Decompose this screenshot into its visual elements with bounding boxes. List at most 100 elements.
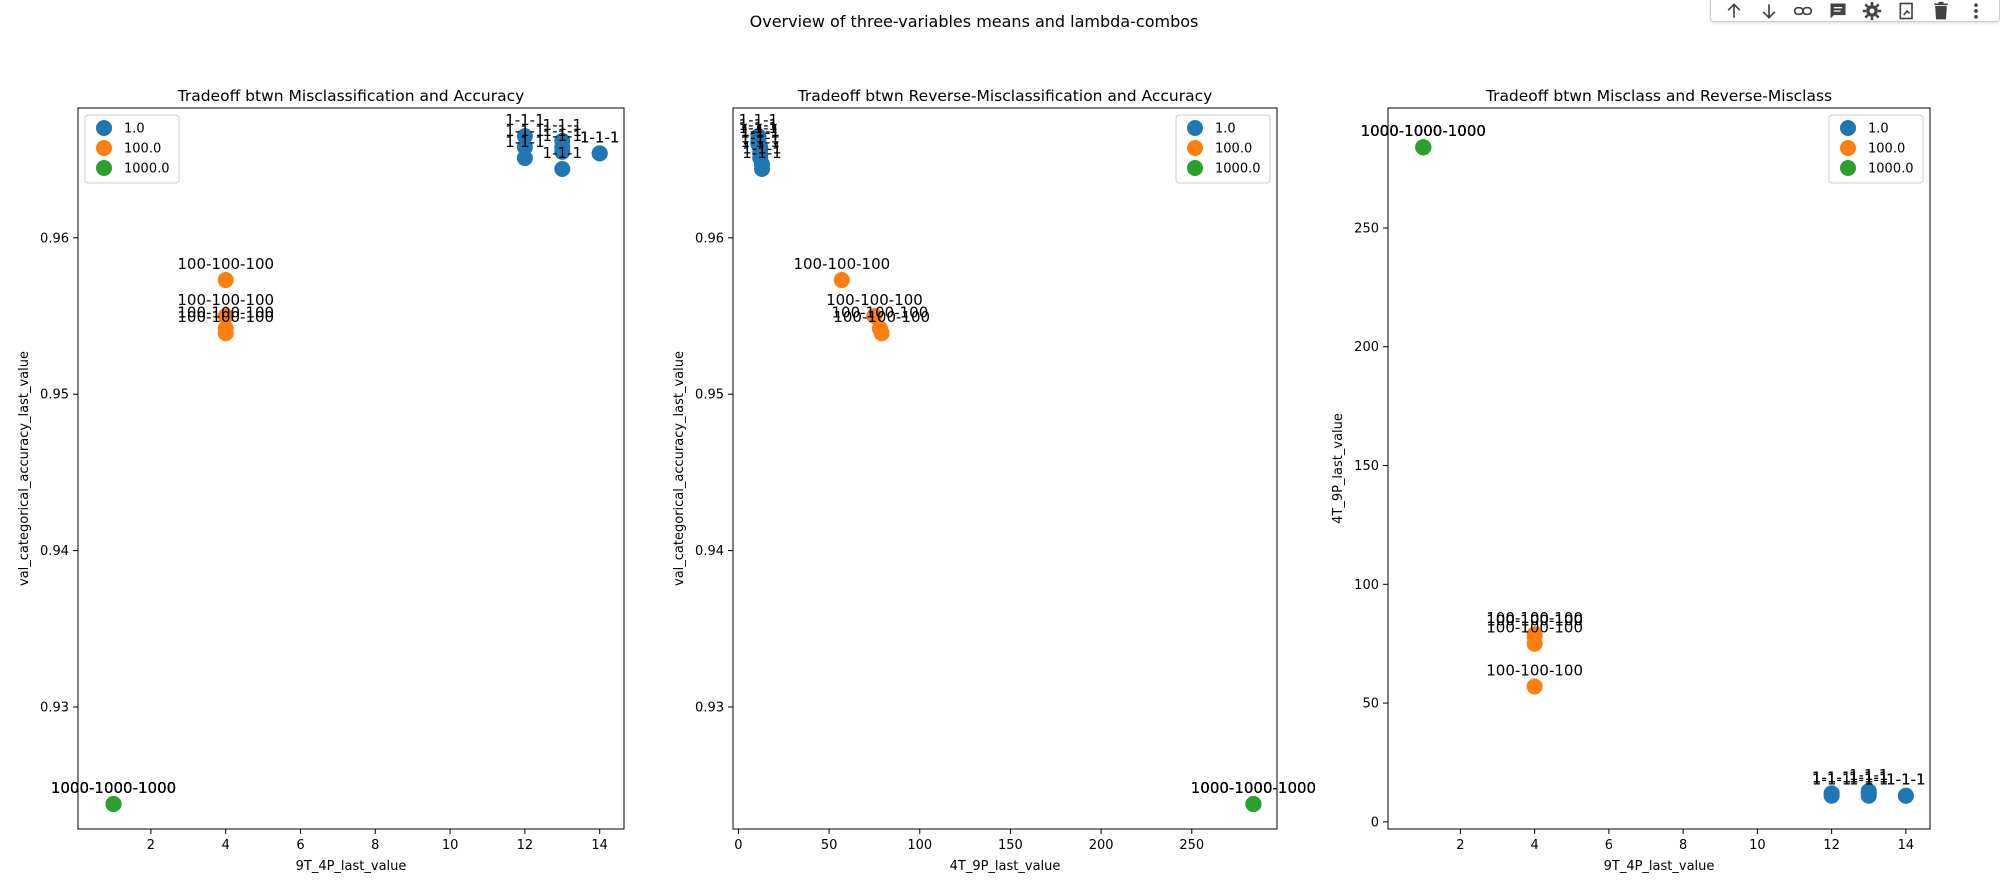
point-label: 1-1-1	[740, 133, 779, 151]
point-label: 100-100-100	[1486, 609, 1583, 627]
image-edit-button[interactable]	[1894, 1, 1920, 21]
delete-button[interactable]	[1928, 1, 1954, 21]
point-label: 1-1-1	[740, 128, 779, 146]
link-button[interactable]	[1790, 1, 1816, 21]
data-point	[1415, 139, 1432, 156]
data-point	[1823, 785, 1840, 802]
point-label: 100-100-100	[826, 291, 923, 309]
y-tick-label: 0.96	[40, 231, 69, 246]
point-label: 1-1-1	[742, 144, 781, 162]
data-point	[1526, 626, 1543, 643]
legend-label: 100.0	[124, 142, 161, 157]
data-point	[1897, 787, 1914, 804]
subplot-title: Tradeoff btwn Misclassification and Accu…	[177, 87, 525, 105]
point-label: 1-1-1	[1886, 771, 1925, 789]
plot-frame	[77, 107, 625, 830]
point-label: 1000-1000-1000	[1361, 122, 1486, 140]
x-tick-label: 100	[907, 838, 932, 853]
more-options-button[interactable]	[1963, 1, 1989, 21]
legend-label: 1000.0	[1215, 162, 1261, 177]
point-label: 1000-1000-1000	[1361, 122, 1486, 140]
x-tick-label: 250	[1179, 838, 1204, 853]
point-label: 1-1-1	[1849, 768, 1888, 786]
arrow-down-icon	[1762, 3, 1776, 19]
legend-label: 1.0	[1868, 122, 1889, 137]
point-label: 1-1-1	[543, 116, 582, 134]
data-point	[217, 272, 234, 289]
legend-label: 1000.0	[124, 162, 170, 177]
arrow-up-icon	[1727, 2, 1741, 18]
y-tick-label: 0	[1371, 815, 1379, 830]
more-vert-icon	[1973, 2, 1978, 19]
legend-marker	[96, 160, 112, 176]
x-tick-label: 200	[1089, 838, 1114, 853]
y-tick-label: 100	[1354, 578, 1379, 593]
point-label: 1-1-1	[1849, 771, 1888, 789]
y-tick-label: 0.94	[695, 544, 724, 559]
data-point	[217, 325, 234, 342]
legend-marker	[1840, 120, 1856, 136]
move-up-button[interactable]	[1721, 1, 1747, 21]
x-tick-label: 150	[998, 838, 1023, 853]
point-label: 1-1-1	[740, 124, 779, 142]
point-label: 100-100-100	[832, 304, 929, 322]
y-tick-label: 0.96	[695, 231, 724, 246]
plot-frame	[732, 107, 1278, 830]
point-label: 100-100-100	[1486, 619, 1583, 637]
point-label: 100-100-100	[793, 255, 890, 273]
subplot-2: Tradeoff btwn Reverse-Misclassification …	[672, 87, 1316, 874]
data-point	[516, 128, 533, 145]
point-label: 1-1-1	[1812, 768, 1851, 786]
point-label: 1-1-1	[580, 128, 619, 146]
point-label: 1-1-1	[1886, 771, 1925, 789]
point-label: 1-1-1	[1849, 766, 1888, 784]
y-tick-label: 150	[1354, 459, 1379, 474]
point-label: 1-1-1	[1812, 768, 1851, 786]
subplot-title: Tradeoff btwn Misclass and Reverse-Miscl…	[1485, 87, 1832, 105]
legend: 1.0 100.0 1000.0	[84, 114, 180, 184]
x-tick-label: 4	[222, 838, 230, 853]
y-tick-label: 50	[1362, 697, 1379, 712]
data-point	[516, 150, 533, 167]
point-label: 100-100-100	[177, 291, 274, 309]
move-down-button[interactable]	[1756, 1, 1782, 21]
comment-button[interactable]	[1825, 1, 1851, 21]
x-tick-label: 8	[371, 838, 379, 853]
legend-label: 100.0	[1215, 142, 1252, 157]
plot-frame	[1387, 107, 1931, 830]
y-tick-label: 0.95	[695, 388, 724, 403]
point-label: 1-1-1	[543, 122, 582, 140]
y-tick-label: 0.94	[40, 544, 69, 559]
data-point	[516, 139, 533, 156]
figure-suptitle: Overview of three-variables means and la…	[750, 12, 1199, 31]
point-label: 1-1-1	[739, 116, 778, 134]
settings-button[interactable]	[1859, 1, 1885, 21]
x-tick-label: 4	[1530, 838, 1538, 853]
point-label: 1000-1000-1000	[1361, 122, 1486, 140]
point-label: 1-1-1	[739, 111, 778, 129]
subplot-3: Tradeoff btwn Misclass and Reverse-Miscl…	[1331, 87, 1931, 874]
point-label: 1000-1000-1000	[51, 779, 176, 797]
y-axis-label: 4T_9P_last_value	[1331, 413, 1346, 524]
point-label: 1-1-1	[1849, 768, 1888, 786]
x-tick-label: 14	[1898, 838, 1915, 853]
x-tick-label: 50	[821, 838, 838, 853]
y-tick-label: 0.95	[40, 388, 69, 403]
subplot-title: Tradeoff btwn Reverse-Misclassification …	[797, 87, 1213, 105]
point-label: 1-1-1	[1812, 771, 1851, 789]
y-tick-label: 200	[1354, 340, 1379, 355]
legend-marker	[96, 120, 112, 136]
subplot-1: Tradeoff btwn Misclassification and Accu…	[17, 87, 625, 874]
point-label: 1000-1000-1000	[51, 779, 176, 797]
legend-marker	[1840, 160, 1856, 176]
x-tick-label: 8	[1679, 838, 1687, 853]
point-label: 1000-1000-1000	[1191, 779, 1316, 797]
x-tick-label: 6	[1605, 838, 1613, 853]
point-label: 1-1-1	[740, 122, 779, 140]
point-label: 100-100-100	[1486, 612, 1583, 630]
legend-label: 100.0	[1868, 142, 1905, 157]
x-tick-label: 10	[442, 838, 459, 853]
x-tick-label: 0	[734, 838, 742, 853]
gear-icon	[1863, 1, 1882, 20]
